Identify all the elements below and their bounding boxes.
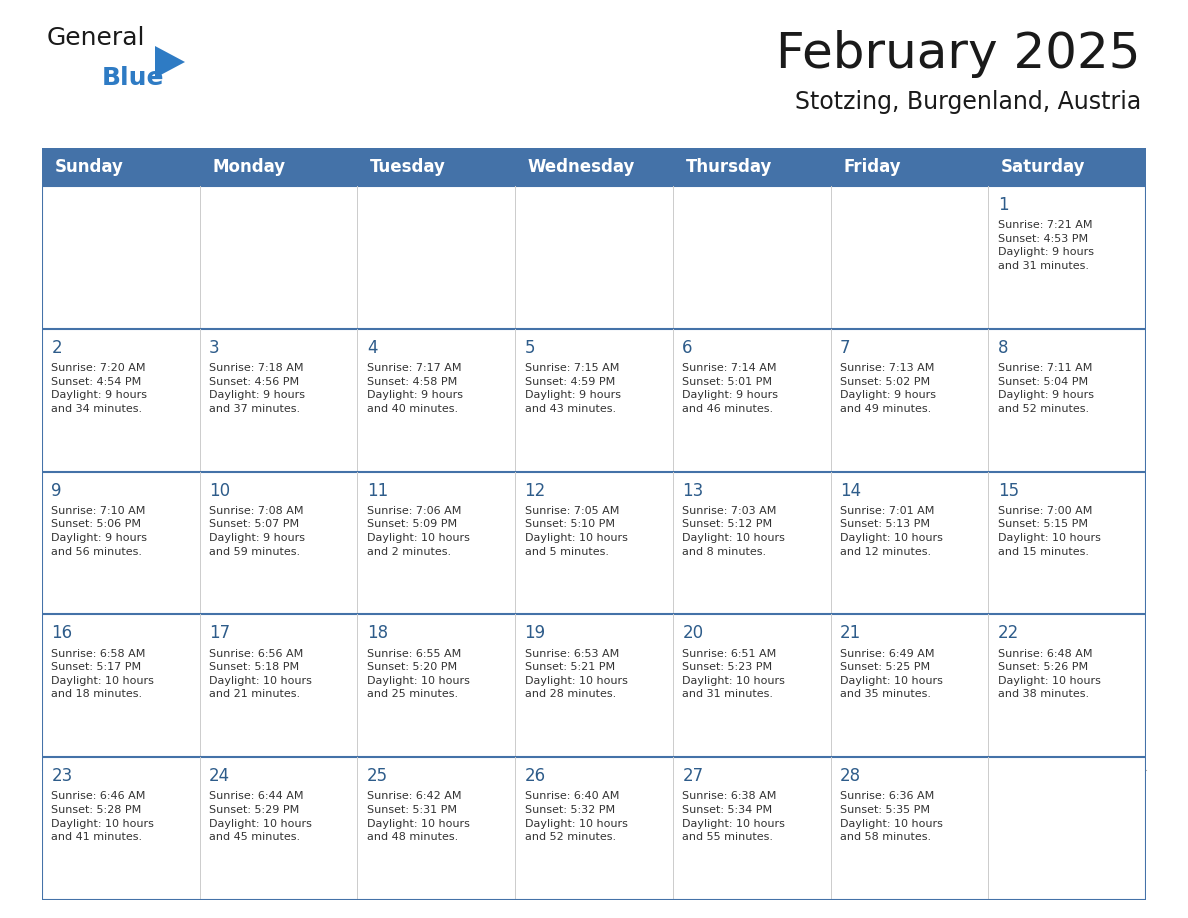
Text: Stotzing, Burgenland, Austria: Stotzing, Burgenland, Austria (795, 90, 1140, 114)
Text: Sunrise: 6:46 AM
Sunset: 5:28 PM
Daylight: 10 hours
and 41 minutes.: Sunrise: 6:46 AM Sunset: 5:28 PM Dayligh… (51, 791, 154, 843)
Text: 18: 18 (367, 624, 388, 643)
Text: 15: 15 (998, 482, 1019, 499)
Text: Sunrise: 7:11 AM
Sunset: 5:04 PM
Daylight: 9 hours
and 52 minutes.: Sunrise: 7:11 AM Sunset: 5:04 PM Dayligh… (998, 364, 1094, 414)
Text: Sunday: Sunday (55, 158, 124, 176)
Text: Sunrise: 6:51 AM
Sunset: 5:23 PM
Daylight: 10 hours
and 31 minutes.: Sunrise: 6:51 AM Sunset: 5:23 PM Dayligh… (682, 649, 785, 700)
Text: Wednesday: Wednesday (527, 158, 636, 176)
Text: Sunrise: 7:18 AM
Sunset: 4:56 PM
Daylight: 9 hours
and 37 minutes.: Sunrise: 7:18 AM Sunset: 4:56 PM Dayligh… (209, 364, 305, 414)
Text: Sunrise: 7:20 AM
Sunset: 4:54 PM
Daylight: 9 hours
and 34 minutes.: Sunrise: 7:20 AM Sunset: 4:54 PM Dayligh… (51, 364, 147, 414)
Text: Sunrise: 6:55 AM
Sunset: 5:20 PM
Daylight: 10 hours
and 25 minutes.: Sunrise: 6:55 AM Sunset: 5:20 PM Dayligh… (367, 649, 469, 700)
Text: 9: 9 (51, 482, 62, 499)
Text: Sunrise: 6:56 AM
Sunset: 5:18 PM
Daylight: 10 hours
and 21 minutes.: Sunrise: 6:56 AM Sunset: 5:18 PM Dayligh… (209, 649, 312, 700)
Text: Sunrise: 7:03 AM
Sunset: 5:12 PM
Daylight: 10 hours
and 8 minutes.: Sunrise: 7:03 AM Sunset: 5:12 PM Dayligh… (682, 506, 785, 556)
Text: Sunrise: 6:36 AM
Sunset: 5:35 PM
Daylight: 10 hours
and 58 minutes.: Sunrise: 6:36 AM Sunset: 5:35 PM Dayligh… (840, 791, 943, 843)
Text: 25: 25 (367, 767, 388, 785)
Text: 19: 19 (525, 624, 545, 643)
Text: 22: 22 (998, 624, 1019, 643)
Text: 24: 24 (209, 767, 230, 785)
Text: Sunrise: 7:15 AM
Sunset: 4:59 PM
Daylight: 9 hours
and 43 minutes.: Sunrise: 7:15 AM Sunset: 4:59 PM Dayligh… (525, 364, 620, 414)
Text: 16: 16 (51, 624, 72, 643)
Text: Sunrise: 7:17 AM
Sunset: 4:58 PM
Daylight: 9 hours
and 40 minutes.: Sunrise: 7:17 AM Sunset: 4:58 PM Dayligh… (367, 364, 463, 414)
Text: Thursday: Thursday (685, 158, 772, 176)
Text: 3: 3 (209, 339, 220, 357)
Text: 27: 27 (682, 767, 703, 785)
Text: 20: 20 (682, 624, 703, 643)
Text: Sunrise: 7:00 AM
Sunset: 5:15 PM
Daylight: 10 hours
and 15 minutes.: Sunrise: 7:00 AM Sunset: 5:15 PM Dayligh… (998, 506, 1100, 556)
Text: Sunrise: 6:49 AM
Sunset: 5:25 PM
Daylight: 10 hours
and 35 minutes.: Sunrise: 6:49 AM Sunset: 5:25 PM Dayligh… (840, 649, 943, 700)
Text: Sunrise: 7:05 AM
Sunset: 5:10 PM
Daylight: 10 hours
and 5 minutes.: Sunrise: 7:05 AM Sunset: 5:10 PM Dayligh… (525, 506, 627, 556)
Text: Sunrise: 7:10 AM
Sunset: 5:06 PM
Daylight: 9 hours
and 56 minutes.: Sunrise: 7:10 AM Sunset: 5:06 PM Dayligh… (51, 506, 147, 556)
Text: 14: 14 (840, 482, 861, 499)
Text: 1: 1 (998, 196, 1009, 214)
Text: 11: 11 (367, 482, 388, 499)
Text: Saturday: Saturday (1001, 158, 1086, 176)
Text: 7: 7 (840, 339, 851, 357)
Text: Tuesday: Tuesday (369, 158, 446, 176)
Text: Sunrise: 6:58 AM
Sunset: 5:17 PM
Daylight: 10 hours
and 18 minutes.: Sunrise: 6:58 AM Sunset: 5:17 PM Dayligh… (51, 649, 154, 700)
Text: 2: 2 (51, 339, 62, 357)
Text: Sunrise: 7:06 AM
Sunset: 5:09 PM
Daylight: 10 hours
and 2 minutes.: Sunrise: 7:06 AM Sunset: 5:09 PM Dayligh… (367, 506, 469, 556)
Text: Sunrise: 7:08 AM
Sunset: 5:07 PM
Daylight: 9 hours
and 59 minutes.: Sunrise: 7:08 AM Sunset: 5:07 PM Dayligh… (209, 506, 305, 556)
Text: Friday: Friday (843, 158, 901, 176)
Text: 17: 17 (209, 624, 230, 643)
Text: Sunrise: 6:44 AM
Sunset: 5:29 PM
Daylight: 10 hours
and 45 minutes.: Sunrise: 6:44 AM Sunset: 5:29 PM Dayligh… (209, 791, 312, 843)
Text: 8: 8 (998, 339, 1009, 357)
Text: Sunrise: 6:42 AM
Sunset: 5:31 PM
Daylight: 10 hours
and 48 minutes.: Sunrise: 6:42 AM Sunset: 5:31 PM Dayligh… (367, 791, 469, 843)
Text: Sunrise: 6:53 AM
Sunset: 5:21 PM
Daylight: 10 hours
and 28 minutes.: Sunrise: 6:53 AM Sunset: 5:21 PM Dayligh… (525, 649, 627, 700)
Text: 10: 10 (209, 482, 230, 499)
Text: 26: 26 (525, 767, 545, 785)
Text: Sunrise: 7:14 AM
Sunset: 5:01 PM
Daylight: 9 hours
and 46 minutes.: Sunrise: 7:14 AM Sunset: 5:01 PM Dayligh… (682, 364, 778, 414)
Text: 28: 28 (840, 767, 861, 785)
Text: 12: 12 (525, 482, 545, 499)
Text: Blue: Blue (102, 66, 164, 90)
Text: General: General (48, 26, 145, 50)
Text: 4: 4 (367, 339, 378, 357)
Text: 21: 21 (840, 624, 861, 643)
Text: Sunrise: 6:40 AM
Sunset: 5:32 PM
Daylight: 10 hours
and 52 minutes.: Sunrise: 6:40 AM Sunset: 5:32 PM Dayligh… (525, 791, 627, 843)
Text: Sunrise: 7:21 AM
Sunset: 4:53 PM
Daylight: 9 hours
and 31 minutes.: Sunrise: 7:21 AM Sunset: 4:53 PM Dayligh… (998, 220, 1094, 271)
Text: Sunrise: 7:13 AM
Sunset: 5:02 PM
Daylight: 9 hours
and 49 minutes.: Sunrise: 7:13 AM Sunset: 5:02 PM Dayligh… (840, 364, 936, 414)
Text: 6: 6 (682, 339, 693, 357)
Text: 13: 13 (682, 482, 703, 499)
Text: Sunrise: 6:38 AM
Sunset: 5:34 PM
Daylight: 10 hours
and 55 minutes.: Sunrise: 6:38 AM Sunset: 5:34 PM Dayligh… (682, 791, 785, 843)
Text: Sunrise: 7:01 AM
Sunset: 5:13 PM
Daylight: 10 hours
and 12 minutes.: Sunrise: 7:01 AM Sunset: 5:13 PM Dayligh… (840, 506, 943, 556)
Text: Monday: Monday (213, 158, 285, 176)
Text: 5: 5 (525, 339, 535, 357)
Text: 23: 23 (51, 767, 72, 785)
Text: Sunrise: 6:48 AM
Sunset: 5:26 PM
Daylight: 10 hours
and 38 minutes.: Sunrise: 6:48 AM Sunset: 5:26 PM Dayligh… (998, 649, 1100, 700)
Text: February 2025: February 2025 (777, 30, 1140, 78)
Polygon shape (154, 46, 185, 78)
